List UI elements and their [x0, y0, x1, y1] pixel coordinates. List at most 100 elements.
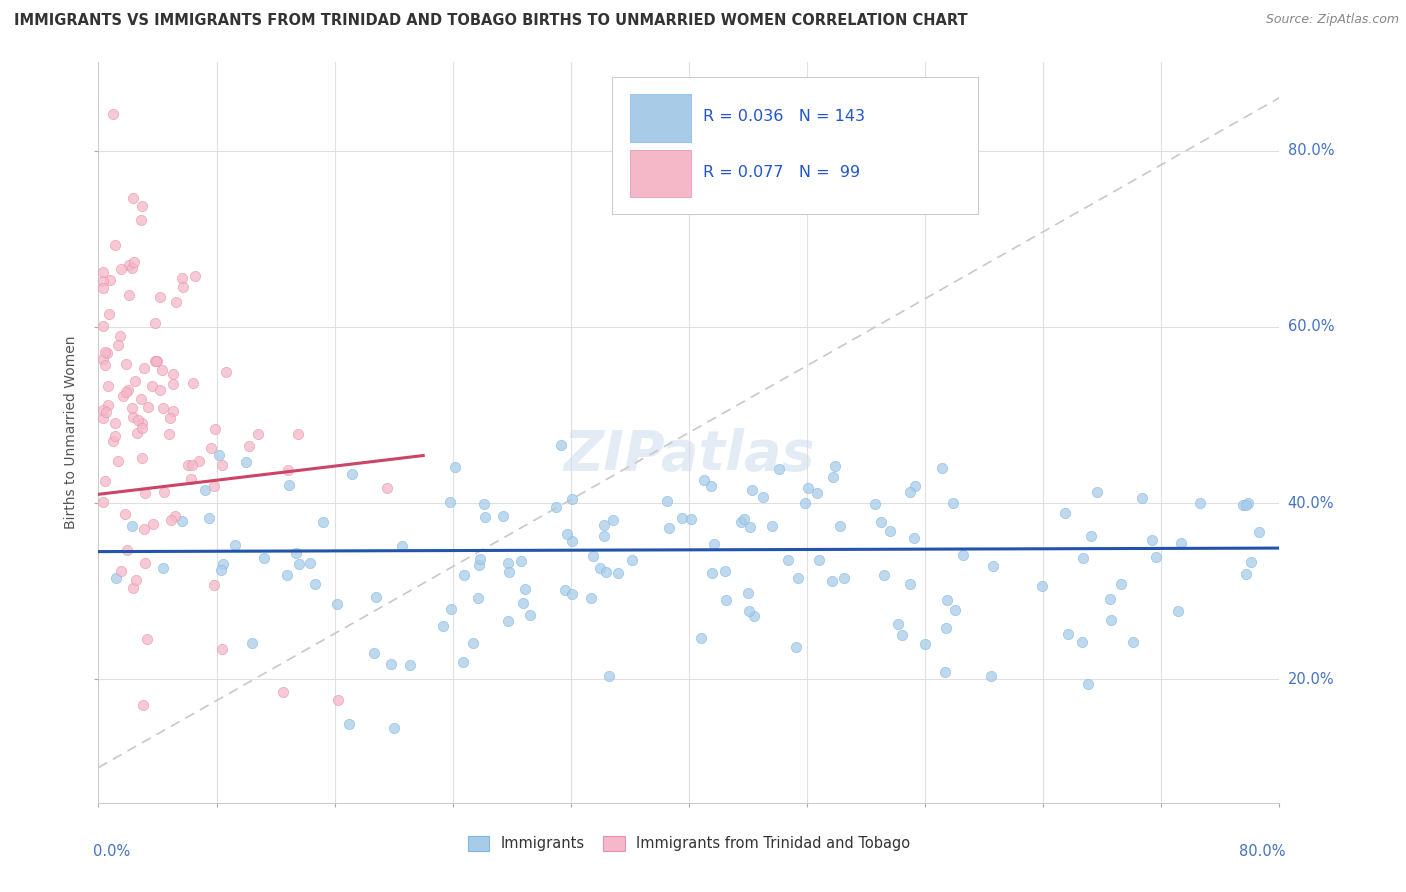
Point	[97, 398, 120, 412]
Point	[703, 537, 725, 551]
Point	[561, 533, 583, 548]
Point	[513, 582, 536, 596]
Point	[519, 608, 541, 623]
Point	[1170, 536, 1192, 550]
Point	[121, 401, 143, 416]
Point	[432, 619, 454, 633]
Point	[1053, 507, 1076, 521]
Point	[579, 591, 602, 605]
Point	[107, 454, 129, 468]
Point	[1167, 604, 1189, 618]
Point	[125, 573, 148, 587]
Point	[744, 608, 766, 623]
Point	[554, 583, 576, 598]
Point	[118, 258, 141, 272]
Point	[943, 603, 966, 617]
Point	[890, 628, 912, 642]
Point	[980, 668, 1002, 682]
Point	[1240, 555, 1263, 569]
Point	[453, 568, 475, 582]
Point	[550, 438, 572, 452]
Point	[1122, 635, 1144, 649]
Point	[142, 517, 165, 532]
Point	[981, 559, 1004, 574]
Point	[821, 574, 844, 588]
Point	[886, 617, 908, 632]
Point	[187, 454, 209, 468]
Point	[98, 307, 121, 321]
Point	[202, 478, 225, 492]
Point	[453, 655, 475, 669]
Point	[127, 412, 149, 426]
Point	[131, 698, 153, 713]
Point	[740, 520, 762, 534]
Point	[326, 598, 349, 612]
Point	[470, 551, 492, 566]
Point	[176, 458, 198, 472]
Point	[439, 495, 461, 509]
Point	[149, 383, 172, 397]
Point	[1071, 634, 1094, 648]
Point	[1249, 524, 1271, 539]
Point	[121, 409, 143, 424]
Point	[91, 410, 114, 425]
Point	[131, 450, 153, 465]
Point	[752, 490, 775, 504]
Point	[110, 565, 132, 579]
Point	[93, 474, 115, 488]
Point	[1234, 567, 1257, 582]
Point	[621, 553, 644, 567]
Point	[212, 558, 235, 572]
Point	[235, 455, 257, 469]
Point	[440, 602, 463, 616]
Point	[595, 566, 617, 580]
Point	[150, 363, 173, 377]
Point	[512, 596, 534, 610]
Point	[104, 429, 127, 443]
Point	[194, 483, 217, 497]
Point	[934, 665, 956, 679]
Point	[108, 328, 131, 343]
Point	[793, 496, 815, 510]
Point	[592, 529, 614, 543]
FancyBboxPatch shape	[630, 95, 692, 142]
Point	[1057, 627, 1080, 641]
Point	[326, 693, 349, 707]
Point	[181, 376, 204, 390]
Point	[117, 384, 139, 398]
Point	[733, 512, 755, 526]
Point	[115, 357, 138, 371]
Point	[141, 378, 163, 392]
Point	[131, 421, 153, 435]
Point	[180, 472, 202, 486]
Point	[105, 571, 128, 585]
Point	[690, 632, 713, 646]
Point	[869, 516, 891, 530]
Point	[285, 546, 308, 560]
Point	[287, 427, 309, 442]
FancyBboxPatch shape	[612, 78, 979, 214]
Point	[375, 481, 398, 495]
Point	[91, 403, 114, 417]
Point	[129, 213, 152, 227]
Text: 20.0%: 20.0%	[1288, 672, 1334, 687]
Point	[700, 566, 723, 581]
Point	[159, 410, 181, 425]
Point	[1140, 533, 1163, 547]
Point	[863, 497, 886, 511]
Y-axis label: Births to Unmarried Women: Births to Unmarried Women	[63, 336, 77, 529]
Point	[200, 441, 222, 455]
Point	[498, 565, 520, 579]
Point	[121, 261, 143, 276]
Point	[146, 354, 169, 368]
Point	[170, 514, 193, 528]
Point	[129, 392, 152, 407]
Text: 0.0%: 0.0%	[93, 844, 129, 858]
Point	[492, 509, 515, 524]
Text: 80.0%: 80.0%	[1288, 143, 1334, 158]
Point	[730, 516, 752, 530]
Point	[165, 509, 187, 524]
Point	[1099, 613, 1122, 627]
Point	[304, 577, 326, 591]
Point	[671, 510, 693, 524]
